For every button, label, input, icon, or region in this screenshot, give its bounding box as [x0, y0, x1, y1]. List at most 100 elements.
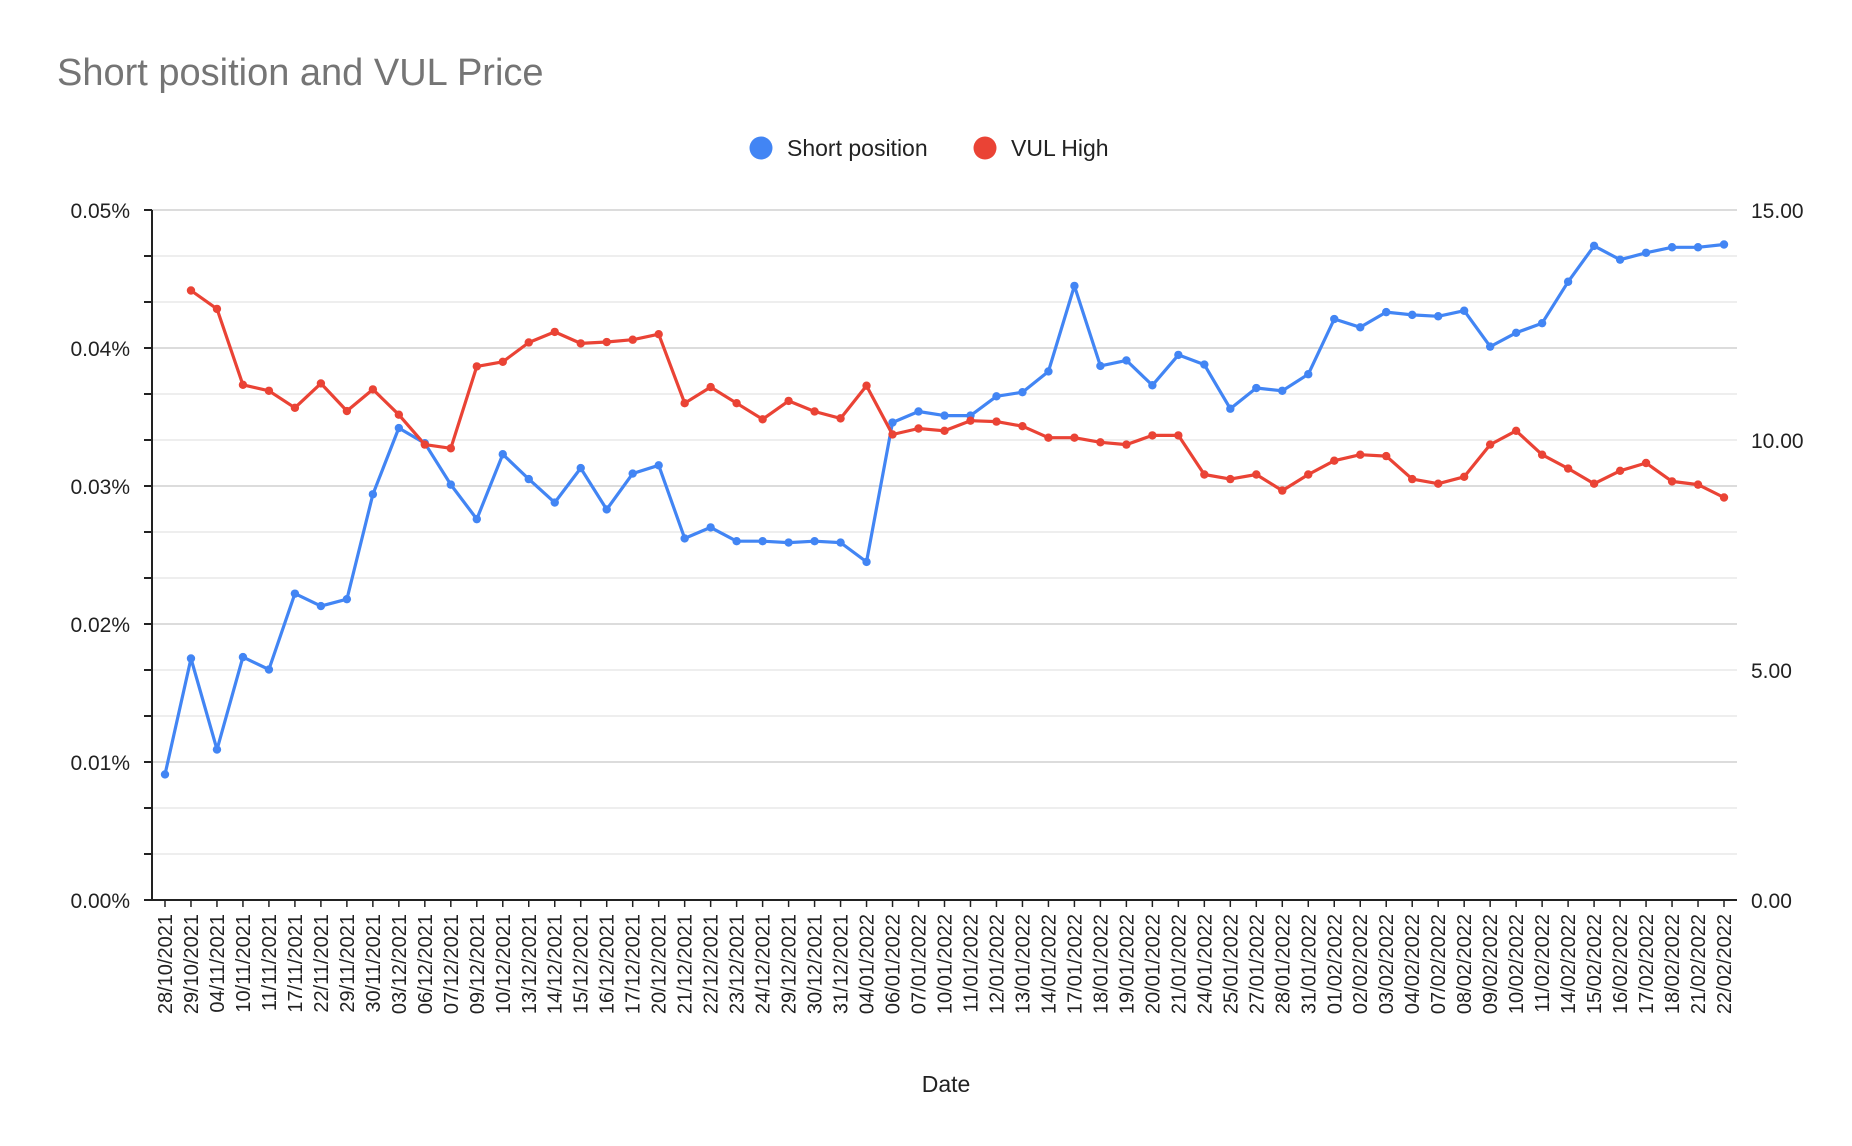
- vul-high-point: [1459, 472, 1469, 481]
- short-position-point: [1641, 248, 1651, 257]
- vul-high-line: [190, 289, 1725, 499]
- vul-high-point: [238, 380, 248, 389]
- x-tick-label: 17/02/2022: [1636, 914, 1658, 1014]
- short-position-point: [914, 407, 923, 416]
- vul-high-point: [1433, 479, 1443, 488]
- y-tick-label: 0.03%: [70, 476, 130, 499]
- short-position-point: [1459, 306, 1469, 315]
- vul-high-point: [862, 381, 871, 390]
- short-position-point: [706, 523, 715, 532]
- x-tick-label: 06/12/2021: [415, 914, 437, 1014]
- short-position-point: [758, 537, 767, 546]
- y2-tick-label: 15.00: [1751, 200, 1804, 223]
- x-tick-label: 18/01/2022: [1090, 914, 1112, 1014]
- vul-high-point: [212, 304, 222, 314]
- short-position-point: [1719, 240, 1729, 249]
- y-tick-label: 0.02%: [70, 614, 130, 637]
- vul-high-point: [758, 415, 767, 424]
- short-position-point: [446, 480, 456, 489]
- vul-high-point: [1096, 438, 1105, 447]
- short-position-point: [394, 423, 404, 433]
- vul-high-point: [1641, 458, 1651, 468]
- x-tick-label: 20/01/2022: [1142, 914, 1164, 1014]
- vul-high-point: [810, 407, 819, 416]
- short-position-point: [1511, 328, 1521, 338]
- x-tick-label: 13/12/2021: [519, 914, 541, 1014]
- short-position-point: [472, 514, 481, 524]
- y-tick-label: 0.01%: [70, 752, 130, 775]
- x-tick-label: 17/01/2022: [1064, 914, 1086, 1014]
- x-tick-label: 07/01/2022: [909, 914, 931, 1014]
- short-position-point: [1356, 323, 1365, 332]
- x-tick-label: 21/02/2022: [1688, 914, 1710, 1014]
- vul-high-point: [966, 416, 975, 425]
- x-tick-label: 14/02/2022: [1558, 914, 1580, 1014]
- x-tick-label: 07/02/2022: [1428, 914, 1450, 1014]
- short-position-point: [1693, 243, 1703, 252]
- x-tick-label: 29/11/2021: [337, 914, 359, 1013]
- vul-high-point: [290, 403, 300, 412]
- x-tick-label: 15/12/2021: [571, 914, 593, 1014]
- x-tick-label: 09/02/2022: [1480, 914, 1502, 1014]
- x-tick-label: 04/02/2022: [1402, 914, 1424, 1014]
- x-tick-label: 20/12/2021: [649, 914, 671, 1014]
- x-tick-label: 22/12/2021: [701, 914, 723, 1014]
- vul-high-point: [1382, 451, 1391, 461]
- x-tick-label: 10/12/2021: [493, 914, 515, 1014]
- short-position-point: [1200, 360, 1209, 369]
- vul-high-legend-marker: [973, 136, 997, 160]
- vul-high-point: [1174, 431, 1183, 440]
- vul-high-point: [784, 396, 793, 406]
- chart-title: Short position and VUL Price: [57, 52, 544, 94]
- short-position-point: [1070, 281, 1079, 291]
- x-tick-label: 13/01/2022: [1012, 914, 1034, 1014]
- x-tick-label: 24/12/2021: [753, 914, 775, 1014]
- short-position-point: [576, 463, 585, 473]
- vul-high-point: [1226, 474, 1235, 484]
- short-position-point: [1174, 350, 1183, 360]
- short-position-point: [290, 589, 300, 598]
- short-position-point: [1122, 356, 1131, 365]
- axes: 0.00% 0.01% 0.02% 0.03% 0.04% 0.05% 0.00 5.00 10…: [70, 200, 1803, 1014]
- short-position-point: [628, 469, 637, 478]
- vul-high-point: [654, 330, 663, 339]
- short-position-point: [836, 538, 845, 547]
- x-tick-label: 11/11/2021: [259, 914, 281, 1011]
- short-position-point: [1667, 243, 1677, 252]
- x-tick-label: 04/01/2022: [857, 914, 879, 1014]
- vul-high-point: [394, 410, 404, 419]
- vul-high-point: [186, 286, 196, 295]
- short-position-point: [654, 461, 663, 470]
- vul-high-point: [368, 385, 378, 394]
- vul-high-point: [1148, 431, 1157, 440]
- x-tick-label: 31/01/2022: [1298, 914, 1320, 1014]
- short-position-point: [862, 557, 871, 567]
- short-position-point: [1408, 310, 1417, 320]
- vul-high-point: [1693, 480, 1703, 489]
- short-position-point: [264, 665, 274, 674]
- x-tick-label: 16/02/2022: [1610, 914, 1632, 1014]
- x-tick-label: 30/11/2021: [363, 914, 385, 1013]
- vul-high-point: [1070, 433, 1079, 442]
- short-position-point: [1537, 318, 1547, 328]
- short-position-point: [1044, 367, 1053, 376]
- x-tick-label: 22/11/2021: [311, 914, 333, 1013]
- vul-high-point: [1408, 474, 1417, 484]
- vul-high-point: [628, 335, 637, 344]
- vul-high-point: [914, 424, 923, 433]
- vul-high-point: [524, 338, 533, 347]
- x-tick-label: 28/01/2022: [1272, 914, 1294, 1014]
- x-tick-label: 17/11/2021: [285, 914, 307, 1013]
- vul-high-point: [1485, 440, 1495, 449]
- x-tick-label: 19/01/2022: [1116, 914, 1138, 1014]
- x-tick-label: 06/01/2022: [883, 914, 905, 1014]
- vul-high-point: [316, 379, 326, 388]
- series-lines: [160, 240, 1729, 779]
- x-tick-label: 11/02/2022: [1532, 914, 1554, 1013]
- vul-high-point: [1563, 464, 1573, 473]
- short-position-point: [1278, 386, 1287, 395]
- vul-high-point: [1537, 450, 1547, 459]
- short-position-point: [1096, 361, 1105, 371]
